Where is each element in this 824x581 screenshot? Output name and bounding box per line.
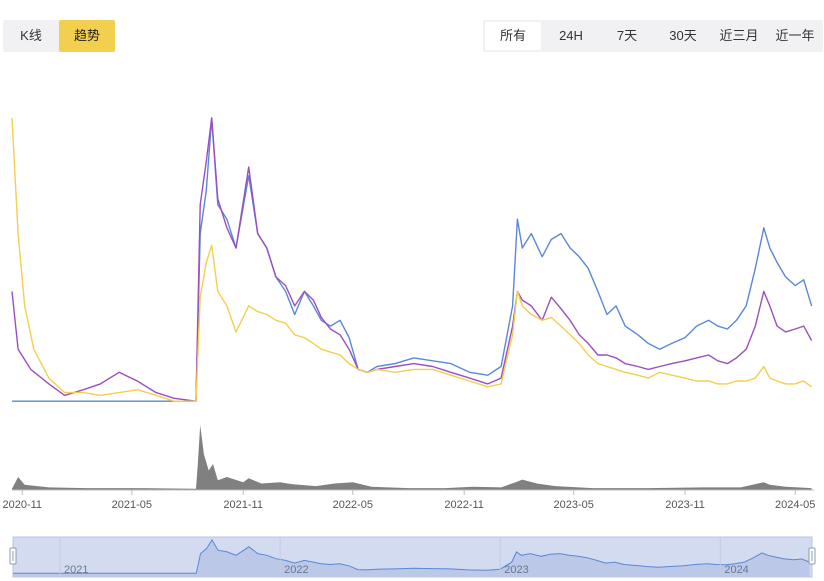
range-all-button[interactable]: 所有 bbox=[485, 22, 541, 50]
range-3m-button[interactable]: 近三月 bbox=[719, 28, 759, 43]
navigator-year-label: 2022 bbox=[284, 564, 308, 576]
navigator-line bbox=[13, 539, 810, 574]
navigator-year-label: 2021 bbox=[64, 564, 88, 576]
series-layer bbox=[11, 117, 813, 402]
x-tick-label: 2021-05 bbox=[112, 499, 152, 511]
range-1y-button[interactable]: 近一年 bbox=[775, 28, 815, 43]
time-range-selector: 所有 24H 7天 30天 近三月 近一年 bbox=[483, 20, 823, 52]
kline-view-button[interactable]: K线 bbox=[20, 28, 42, 43]
x-tick-label: 2024-05 bbox=[775, 499, 815, 511]
range-30d-button[interactable]: 30天 bbox=[669, 28, 697, 43]
range-7d-button[interactable]: 7天 bbox=[616, 28, 638, 43]
navigator-year-label: 2023 bbox=[504, 564, 528, 576]
volume-area bbox=[12, 425, 812, 490]
view-toggle: K线 趋势 bbox=[3, 20, 115, 52]
x-tick-label: 2021-11 bbox=[223, 499, 263, 511]
yellow-price-line bbox=[11, 117, 813, 402]
volume-layer bbox=[12, 425, 812, 490]
range-24h-button[interactable]: 24H bbox=[559, 28, 583, 43]
x-tick-label: 2022-05 bbox=[333, 499, 373, 511]
navigator-left-handle[interactable] bbox=[9, 547, 17, 565]
navigator-area bbox=[13, 540, 810, 577]
x-tick-label: 2020-11 bbox=[3, 499, 43, 511]
x-tick-label: 2022-11 bbox=[444, 499, 484, 511]
x-tick-label: 2023-11 bbox=[665, 499, 705, 511]
time-navigator[interactable]: 2021 2022 2023 2024 bbox=[9, 536, 816, 578]
navigator-year-label: 2024 bbox=[724, 564, 748, 576]
trend-view-button[interactable]: 趋势 bbox=[59, 20, 115, 52]
x-axis-ticks: 2020-11 2021-05 2021-11 2022-05 2022-11 2023-… bbox=[3, 490, 815, 511]
x-tick-label: 2023-05 bbox=[554, 499, 594, 511]
purple-price-line bbox=[11, 117, 813, 402]
navigator-right-handle[interactable] bbox=[808, 547, 816, 565]
